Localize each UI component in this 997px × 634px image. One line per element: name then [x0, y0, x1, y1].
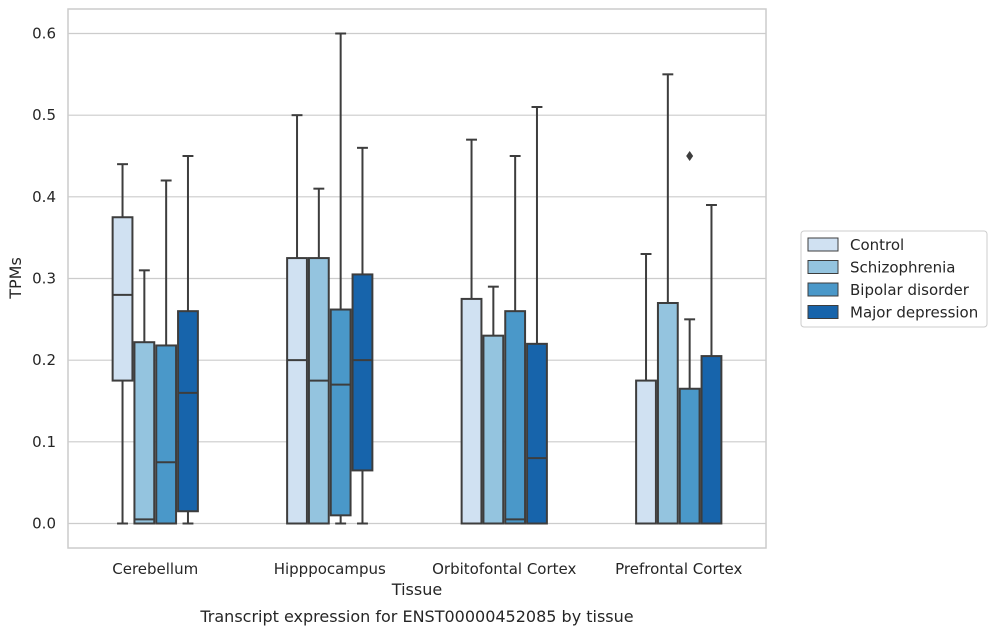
legend-label: Schizophrenia	[850, 259, 955, 277]
y-axis-label: TPMs	[6, 257, 25, 300]
x-axis-label: Tissue	[391, 580, 442, 599]
box-control	[286, 114, 308, 525]
box-body	[351, 273, 374, 472]
legend-label: Major depression	[850, 304, 978, 322]
box-body	[635, 379, 657, 525]
box-body	[460, 297, 483, 525]
x-tick-label: Prefrontal Cortex	[615, 560, 742, 578]
box-major-depression	[351, 146, 374, 525]
legend-swatch	[807, 260, 839, 274]
box-body	[482, 334, 505, 525]
legend-swatch	[807, 237, 839, 252]
legend-swatch	[807, 282, 839, 297]
y-tick-label: 0.2	[32, 351, 56, 369]
box-bipolar-disorder	[504, 155, 527, 525]
box-control	[635, 253, 657, 525]
box-body	[307, 257, 330, 525]
legend-frame	[800, 230, 988, 328]
box-bipolar-disorder	[329, 32, 352, 525]
box-body	[526, 342, 548, 525]
box-body	[155, 344, 178, 525]
box-body	[111, 216, 134, 382]
y-tick-label: 0.1	[32, 433, 56, 451]
box-body	[133, 341, 156, 525]
box-body	[700, 355, 723, 525]
box-schizophrenia	[656, 73, 679, 525]
box-major-depression	[700, 204, 723, 525]
x-tick-label: Orbitofontal Cortex	[432, 560, 576, 578]
legend: Control Schizophrenia Bipolar disorder Majo…	[800, 230, 988, 328]
box-bipolar-disorder	[678, 151, 701, 525]
legend-label: Bipolar disorder	[850, 281, 970, 299]
legend-label: Control	[850, 236, 904, 254]
box-major-depression	[177, 155, 199, 525]
box-body	[678, 387, 701, 525]
x-tick-label: Hipppocampus	[274, 560, 386, 578]
box-bipolar-disorder	[155, 179, 178, 525]
box-body	[177, 310, 199, 513]
box-control	[111, 163, 134, 525]
x-axis-ticks: Cerebellum Hipppocampus Orbitofontal Corte…	[112, 560, 742, 578]
box-groups	[111, 32, 723, 525]
box-control	[460, 138, 483, 525]
x-tick-label: Cerebellum	[112, 560, 198, 578]
y-tick-label: 0.4	[32, 188, 56, 206]
box-body	[504, 310, 527, 525]
box-schizophrenia	[307, 187, 330, 525]
box-body	[286, 257, 308, 525]
legend-swatch	[807, 305, 839, 319]
y-tick-label: 0.3	[32, 270, 56, 288]
y-axis-ticks: 0.0 0.1 0.2 0.3 0.4 0.5 0.6	[32, 25, 56, 533]
outlier-point	[686, 151, 694, 161]
y-tick-label: 0.6	[32, 25, 56, 43]
box-schizophrenia	[133, 269, 156, 525]
box-major-depression	[526, 106, 548, 525]
y-tick-label: 0.0	[32, 515, 56, 533]
chart-caption: Transcript expression for ENST0000045208…	[199, 607, 633, 626]
box-schizophrenia	[482, 285, 505, 525]
y-tick-label: 0.5	[32, 106, 56, 124]
box-body	[656, 302, 679, 525]
box-body	[329, 308, 352, 517]
